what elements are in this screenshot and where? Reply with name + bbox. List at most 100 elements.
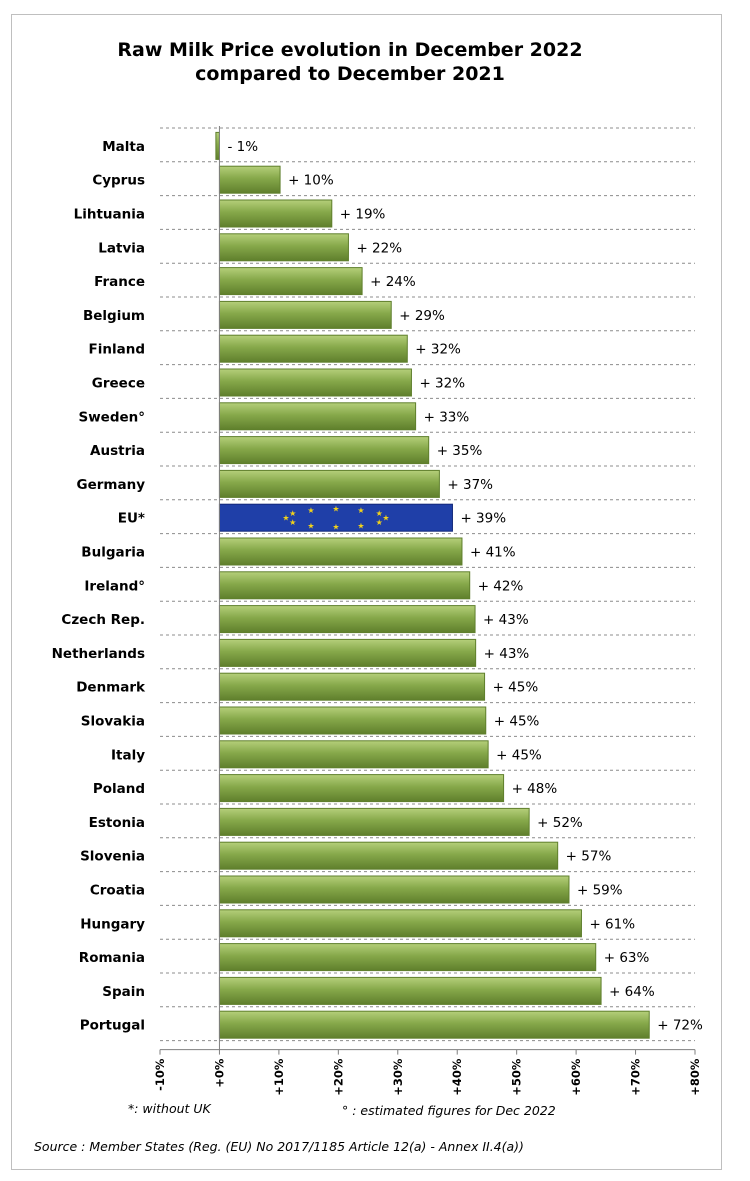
eu-star-icon: ★ <box>289 518 296 527</box>
chart-title: Raw Milk Price evolution in December 202… <box>0 38 700 86</box>
eu-star-icon: ★ <box>382 514 389 523</box>
eu-star-icon: ★ <box>357 521 364 530</box>
eu-star-icon: ★ <box>376 509 383 518</box>
chart-title-line-2: compared to December 2021 <box>195 63 505 85</box>
eu-star-icon: ★ <box>332 523 339 532</box>
category-label: Slovakia <box>81 714 145 730</box>
category-label: Slovenia <box>80 849 145 865</box>
eu-star-icon: ★ <box>289 509 296 518</box>
category-label: Czech Rep. <box>61 612 145 628</box>
data-label: + 43% <box>483 612 529 628</box>
data-label: + 29% <box>399 308 445 324</box>
category-label: Romania <box>79 950 145 966</box>
x-tick-label: -10% <box>153 1058 167 1091</box>
data-label: + 48% <box>512 781 558 797</box>
data-label: + 32% <box>415 342 461 358</box>
data-label: + 35% <box>437 443 483 459</box>
data-label: + 45% <box>493 680 539 696</box>
category-label: Ireland° <box>84 578 145 594</box>
data-label: + 37% <box>447 477 493 493</box>
eu-star-icon: ★ <box>282 514 289 523</box>
category-label: Netherlands <box>52 646 145 662</box>
data-label: + 57% <box>566 849 612 865</box>
bar <box>218 875 570 904</box>
category-label: Estonia <box>89 815 145 831</box>
bar <box>218 807 530 836</box>
x-tick-label: +30% <box>391 1058 405 1096</box>
bar <box>218 841 559 870</box>
bar <box>218 1010 650 1039</box>
x-tick-label: +70% <box>629 1058 643 1096</box>
data-label: + 33% <box>424 409 470 425</box>
note-without-uk: *: without UK <box>128 1101 211 1116</box>
category-label: Denmark <box>76 680 146 696</box>
category-label: Croatia <box>90 883 145 899</box>
eu-star-icon: ★ <box>307 506 314 515</box>
category-label: Portugal <box>80 1018 145 1034</box>
bar <box>218 537 463 566</box>
bar-eu <box>218 503 453 532</box>
bars: Malta - 1% Cyprus + 10% Lihtuania + 19% Latvia… <box>52 131 703 1039</box>
category-label: Malta <box>102 139 145 155</box>
category-label: Bulgaria <box>81 545 145 561</box>
bar <box>218 199 333 228</box>
category-label: Sweden° <box>78 409 145 425</box>
x-tick-label: +40% <box>450 1058 464 1096</box>
data-label: + 64% <box>609 984 655 1000</box>
data-label: + 39% <box>460 511 506 527</box>
x-tick-label: +0% <box>212 1058 226 1088</box>
category-label: Belgium <box>83 308 145 324</box>
note-estimated-figures: ° : estimated figures for Dec 2022 <box>342 1103 556 1118</box>
data-label: + 41% <box>470 545 516 561</box>
data-label: + 43% <box>484 646 530 662</box>
eu-star-icon: ★ <box>332 505 339 514</box>
eu-star-icon: ★ <box>376 518 383 527</box>
data-label: + 42% <box>478 578 524 594</box>
bar <box>218 368 412 397</box>
bar <box>218 976 602 1005</box>
data-label: + 52% <box>537 815 583 831</box>
bar <box>218 334 408 363</box>
data-label: + 61% <box>589 916 635 932</box>
x-tick-label: +60% <box>569 1058 583 1096</box>
eu-star-icon: ★ <box>307 521 314 530</box>
x-tick-label: +50% <box>510 1058 524 1096</box>
category-label: EU* <box>118 511 145 527</box>
bar <box>218 740 489 769</box>
data-label: + 24% <box>370 274 416 290</box>
bar <box>218 436 430 465</box>
bar <box>218 605 476 634</box>
category-label: Italy <box>111 747 145 763</box>
category-label: Finland <box>89 342 145 358</box>
bar <box>218 165 281 194</box>
category-label: Poland <box>93 781 145 797</box>
category-label: France <box>94 274 145 290</box>
data-label: + 45% <box>496 747 542 763</box>
bar <box>218 267 363 296</box>
bar <box>218 638 477 667</box>
data-label: + 72% <box>657 1018 703 1034</box>
bar <box>218 300 392 329</box>
data-label: + 63% <box>604 950 650 966</box>
bar <box>218 909 582 938</box>
data-label: + 45% <box>494 714 540 730</box>
category-label: Cyprus <box>92 173 145 189</box>
chart-title-line-1: Raw Milk Price evolution in December 202… <box>117 39 583 61</box>
data-label: + 19% <box>340 207 386 223</box>
data-label: + 22% <box>356 240 402 256</box>
x-axis: -10% +0% +10% +20% +30% +40% +50% +60% +70% +80% <box>153 126 702 1096</box>
data-label: + 59% <box>577 883 623 899</box>
bar <box>218 571 471 600</box>
bar <box>218 672 486 701</box>
data-label: + 32% <box>419 376 465 392</box>
x-tick-label: +10% <box>272 1058 286 1096</box>
source-note: Source : Member States (Reg. (EU) No 201… <box>34 1139 524 1154</box>
x-tick-label: +80% <box>688 1058 702 1096</box>
bar <box>218 943 597 972</box>
bar <box>218 233 349 262</box>
bar <box>218 402 417 431</box>
data-label: + 10% <box>288 173 334 189</box>
eu-star-icon: ★ <box>357 506 364 515</box>
category-label: Latvia <box>98 240 145 256</box>
